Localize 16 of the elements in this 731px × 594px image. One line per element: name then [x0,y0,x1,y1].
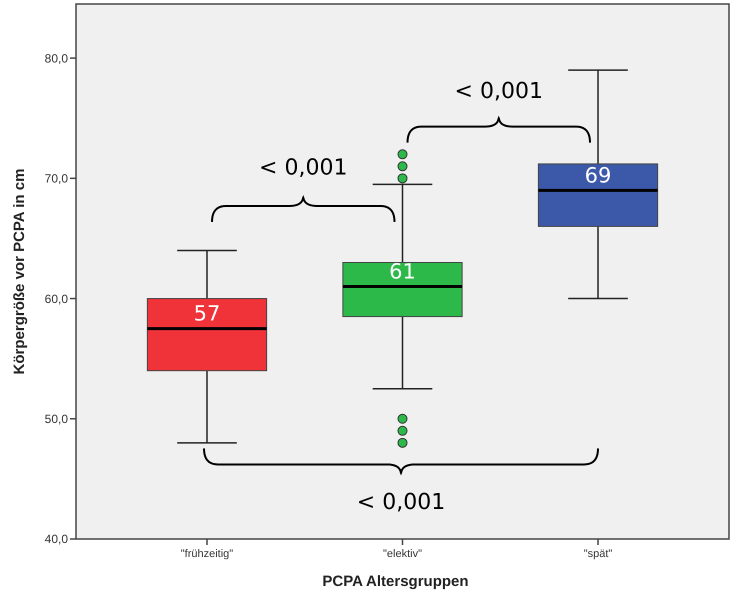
x-tick-label: "elektiv" [383,548,422,560]
annotation: < 0,001 [454,78,543,104]
x-tick-label: "frühzeitig" [180,548,234,560]
y-tick-label: 60,0 [44,292,68,306]
x-tick-label: "spät" [584,548,612,560]
y-tick-label: 40,0 [44,532,68,546]
annotation: < 0,001 [259,156,348,181]
x-axis-title: PCPA Altersgruppen [322,573,469,590]
annotation: 61 [389,260,416,284]
y-tick-label: 50,0 [44,412,68,426]
y-tick-label: 70,0 [44,172,68,186]
y-axis-title: Körpergröße vor PCPA in cm [11,168,28,374]
annotation: 69 [584,163,612,188]
annotation: < 0,001 [356,490,446,515]
annotation: 57 [194,302,220,326]
y-tick-label: 80,0 [44,51,68,66]
